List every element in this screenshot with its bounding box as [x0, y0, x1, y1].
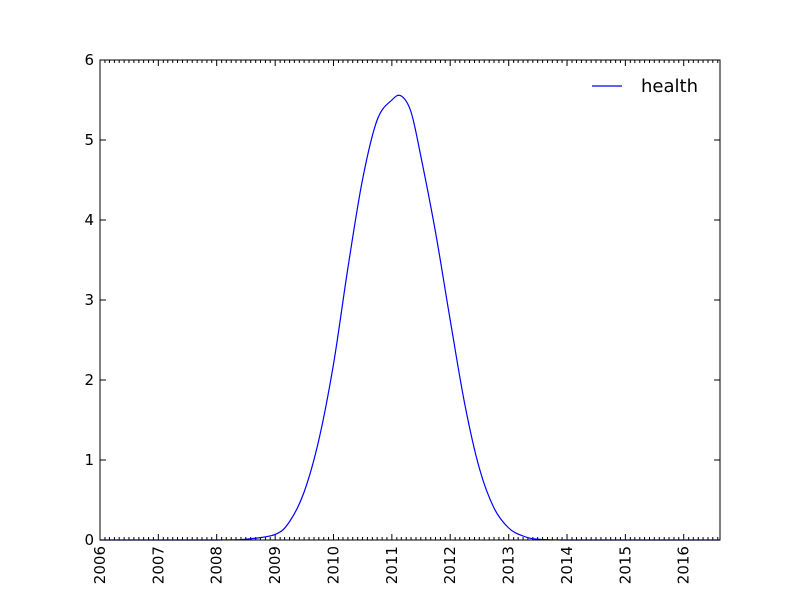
- x-tick-label: 2012: [441, 546, 459, 584]
- series-layer: [100, 94, 720, 541]
- series-line-health: [100, 94, 720, 541]
- x-tick-label: 2008: [208, 546, 226, 584]
- x-tick-label: 2016: [675, 546, 693, 584]
- legend-label-health: health: [641, 76, 698, 97]
- y-tick-label: 5: [84, 131, 94, 149]
- y-tick-label: 0: [84, 531, 94, 549]
- x-tick-label: 2010: [325, 546, 343, 584]
- y-tick-label: 6: [84, 51, 94, 69]
- y-axis: 0 1 2 3 4 5 6: [84, 51, 720, 549]
- x-axis: 2006 2007 2008 2009 2010 2011 2012 2013 2014 2015…: [91, 60, 693, 584]
- x-tick-label: 2014: [558, 546, 576, 584]
- plot-area: [100, 60, 720, 540]
- x-tick-label: 2015: [616, 546, 634, 584]
- x-tick-label: 2011: [383, 546, 401, 584]
- x-tick-label: 2013: [500, 546, 518, 584]
- x-tick-label: 2009: [266, 546, 284, 584]
- plot-frame: [99, 59, 721, 541]
- legend: health: [592, 76, 698, 97]
- y-tick-label: 1: [84, 451, 94, 469]
- x-tick-label: 2006: [91, 546, 109, 584]
- x-tick-label: 2007: [149, 546, 167, 584]
- y-tick-label: 2: [84, 371, 94, 389]
- y-tick-label: 4: [84, 211, 94, 229]
- y-tick-label: 3: [84, 291, 94, 309]
